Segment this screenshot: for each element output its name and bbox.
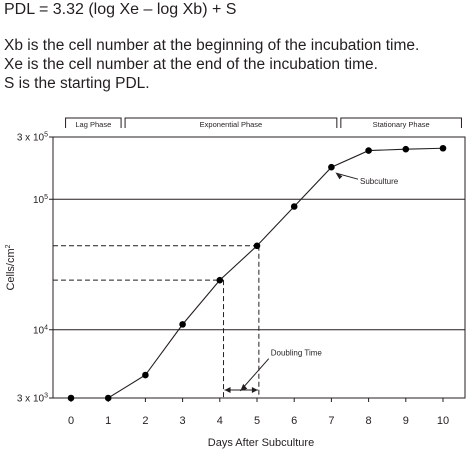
y-tick-label: 104 <box>33 324 48 336</box>
doubling-time-pointer <box>239 358 270 392</box>
x-tick-label: 1 <box>105 415 111 427</box>
x-tick-label: 4 <box>217 415 223 427</box>
doubling-time-arrowhead-left <box>224 387 231 393</box>
definition-xb: Xb is the cell number at the beginning o… <box>4 37 420 54</box>
phase-label: Stationary Phase <box>373 120 430 129</box>
x-tick-label: 0 <box>68 415 74 427</box>
x-tick-label: 5 <box>254 415 260 427</box>
formula: PDL = 3.32 (log Xe – log Xb) + S <box>4 1 237 18</box>
phase-bracket <box>65 117 122 128</box>
data-point <box>179 321 186 328</box>
data-point <box>365 147 372 154</box>
data-point <box>67 394 75 402</box>
data-point <box>402 145 410 153</box>
data-point <box>104 394 112 402</box>
definition-xe: Xe is the cell number at the end of the … <box>4 56 378 73</box>
x-tick-label: 2 <box>142 415 148 427</box>
y-tick-label: 105 <box>33 194 48 206</box>
data-point <box>328 163 335 171</box>
y-tick-label: 3 x 105 <box>17 132 48 144</box>
x-axis-label: Days After Subculture <box>208 437 314 449</box>
data-point <box>439 144 447 152</box>
data-point <box>290 203 298 210</box>
x-tick-label: 7 <box>328 415 334 427</box>
subculture-pointer <box>336 172 359 180</box>
y-axis-label: Cells/cm2 <box>5 244 17 290</box>
definitions: Xb is the cell number at the beginning o… <box>4 36 419 93</box>
data-point <box>253 242 261 250</box>
x-tick-label: 9 <box>403 415 409 427</box>
x-tick-label: 6 <box>291 415 297 427</box>
doubling-time-label: Doubling Time <box>271 349 323 358</box>
doubling-time-pointer-head <box>240 383 248 391</box>
phase-label: Exponential Phase <box>200 120 263 129</box>
doubling-time-arrowhead-right <box>251 387 258 393</box>
data-point <box>216 276 224 284</box>
definition-s: S is the starting PDL. <box>4 75 150 92</box>
x-tick-label: 3 <box>180 415 186 427</box>
phase-bracket <box>124 117 338 128</box>
subculture-arrowhead <box>335 172 343 180</box>
subculture-label: Subculture <box>360 177 399 186</box>
phase-label: Lag Phase <box>75 120 111 129</box>
x-tick-label: 10 <box>437 415 449 427</box>
data-point <box>142 371 149 379</box>
y-tick-label: 3 x 103 <box>17 393 48 405</box>
x-tick-label: 8 <box>366 415 372 427</box>
phase-bracket <box>340 117 462 128</box>
